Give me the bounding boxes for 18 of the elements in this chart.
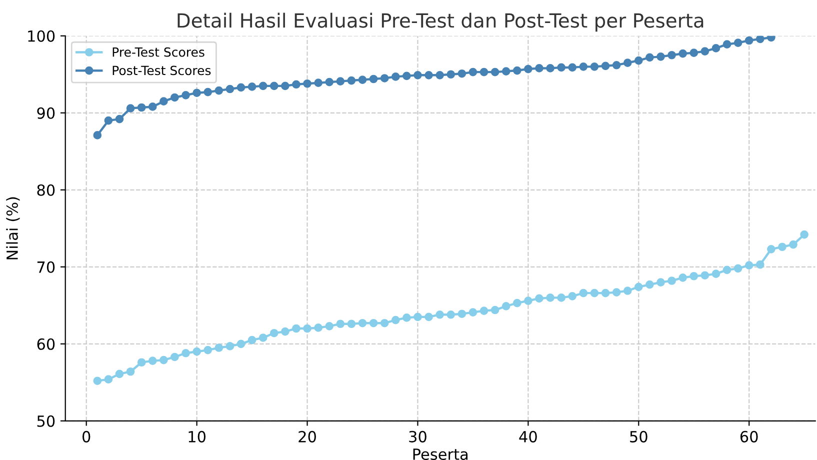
legend-label: Pre-Test Scores — [112, 47, 204, 57]
x-tick-label: 0 — [82, 430, 90, 442]
y-tick-label: 70 — [37, 261, 55, 273]
chart-title: Detail Hasil Evaluasi Pre-Test dan Post-Test per Peserta — [178, 12, 704, 32]
x-axis-title: Peserta — [413, 448, 468, 460]
x-tick-label: 50 — [630, 430, 648, 442]
y-axis-title: Nilai (%) — [6, 197, 20, 260]
x-tick-label: 60 — [740, 430, 758, 442]
y-tick-label: 100 — [28, 30, 55, 42]
y-tick-label: 50 — [37, 415, 55, 427]
x-tick-label: 20 — [298, 430, 316, 442]
y-tick-label: 90 — [37, 107, 55, 119]
y-tick-label: 60 — [37, 338, 55, 350]
y-tick-label: 80 — [37, 184, 55, 196]
legend-label: Post-Test Scores — [112, 66, 211, 76]
x-tick-label: 30 — [409, 430, 426, 442]
x-tick-label: 10 — [188, 430, 206, 442]
x-tick-label: 40 — [519, 430, 537, 442]
